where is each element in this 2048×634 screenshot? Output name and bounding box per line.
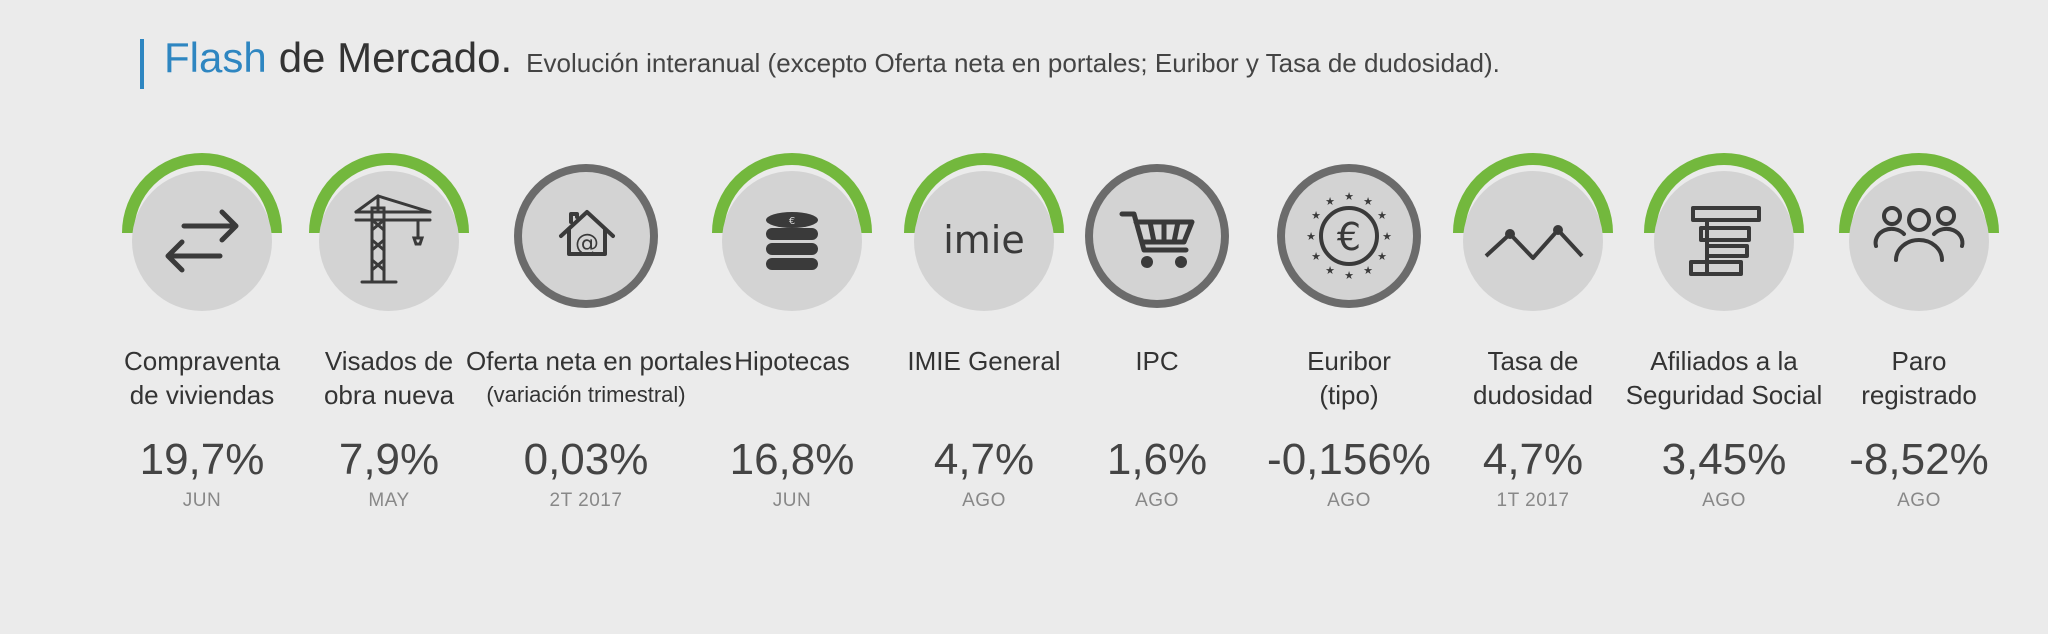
indicator-value: 7,9% <box>338 435 440 484</box>
indicator-label: Euribor <box>1307 346 1391 376</box>
indicator-value: 1,6% <box>1106 435 1208 484</box>
indicator-value: -8,52% <box>1849 435 1989 484</box>
indicator-label: Paro <box>1891 346 1947 376</box>
page-title: de Mercado. <box>278 34 513 81</box>
svg-text:★: ★ <box>1382 230 1392 243</box>
indicator-label: Visados de <box>324 346 454 376</box>
svg-text:€: € <box>789 216 795 227</box>
svg-text:€: € <box>1337 215 1361 259</box>
page-header: Flash de Mercado. Evolución interanual (… <box>140 34 1500 94</box>
indicator-value: 4,7% <box>1482 435 1584 484</box>
svg-text:★: ★ <box>1344 269 1354 282</box>
indicator-label-2: Seguridad Social <box>1625 380 1823 410</box>
indicator-label-2: dudosidad <box>1473 380 1593 410</box>
indicator-period: AGO <box>1327 490 1371 511</box>
svg-text:★: ★ <box>1344 190 1354 203</box>
indicator-visados: Visados de obra nueva 7,9% MAY <box>269 150 509 512</box>
indicator-period: 1T 2017 <box>1496 490 1570 511</box>
indicator-label: Tasa de <box>1487 346 1579 376</box>
indicator-oferta-neta: @ Oferta neta en portales (variación tri… <box>466 150 732 512</box>
indicator-period: AGO <box>962 490 1006 511</box>
indicator-label: Oferta neta en portales <box>466 346 732 376</box>
svg-text:★: ★ <box>1311 250 1321 263</box>
indicator-label: Compraventa <box>123 346 281 376</box>
indicator-value: 19,7% <box>139 435 265 484</box>
indicator-period: MAY <box>368 490 410 511</box>
euro-stars-icon: € ★ ★ ★ ★ ★ ★ ★ ★ ★ ★ ★ ★ <box>1266 150 1432 316</box>
indicator-afiliados: Afiliados a la Seguridad Social 3,45% AG… <box>1604 150 1844 512</box>
trend-line-icon <box>1450 150 1616 316</box>
imie-logo: imie <box>901 150 1067 316</box>
svg-text:★: ★ <box>1306 230 1316 243</box>
shopping-cart-icon <box>1074 150 1240 316</box>
indicator-period: 2T 2017 <box>549 490 623 511</box>
svg-text:★: ★ <box>1363 195 1373 208</box>
indicator-period: AGO <box>1897 490 1941 511</box>
indicator-label: IPC <box>1135 346 1179 376</box>
people-group-icon <box>1836 150 2002 316</box>
social-security-logo-icon <box>1641 150 1807 316</box>
indicator-imie: imie IMIE General 4,7% AGO <box>864 150 1104 512</box>
exchange-arrows-icon <box>119 150 285 316</box>
indicator-period: JUN <box>182 490 222 511</box>
indicator-label: IMIE General <box>907 346 1061 376</box>
indicator-value: 0,03% <box>523 435 649 484</box>
svg-text:★: ★ <box>1311 209 1321 222</box>
svg-text:★: ★ <box>1325 264 1335 277</box>
indicator-paro: Paro registrado -8,52% AGO <box>1799 150 2039 512</box>
indicator-label-2: (variación trimestral) <box>486 382 686 407</box>
header-accent-bar <box>140 39 144 89</box>
svg-text:★: ★ <box>1363 264 1373 277</box>
indicator-label-2: de viviendas <box>129 380 275 410</box>
title-accent: Flash <box>164 34 267 81</box>
indicator-period: AGO <box>1135 490 1179 511</box>
svg-text:imie: imie <box>943 218 1025 262</box>
svg-text:★: ★ <box>1377 209 1387 222</box>
indicators-row: Compraventa de viviendas 19,7% JUN <box>0 150 2048 570</box>
svg-text:★: ★ <box>1325 195 1335 208</box>
svg-text:@: @ <box>575 229 599 257</box>
indicator-compraventa: Compraventa de viviendas 19,7% JUN <box>82 150 322 512</box>
indicator-hipotecas: € Hipotecas 16,8% JUN <box>672 150 912 512</box>
house-at-icon: @ <box>503 150 669 316</box>
indicator-value: -0,156% <box>1267 435 1431 484</box>
page-subtitle: Evolución interanual (excepto Oferta net… <box>526 48 1500 78</box>
indicator-period: AGO <box>1702 490 1746 511</box>
indicator-ipc: IPC 1,6% AGO <box>1037 150 1277 512</box>
indicator-tasa-dudosidad: Tasa de dudosidad 4,7% 1T 2017 <box>1413 150 1653 512</box>
crane-icon <box>306 150 472 316</box>
coins-stack-icon: € <box>709 150 875 316</box>
indicator-value: 4,7% <box>933 435 1035 484</box>
indicator-period: JUN <box>772 490 812 511</box>
indicator-label: Afiliados a la <box>1650 346 1798 376</box>
indicator-value: 3,45% <box>1661 435 1787 484</box>
indicator-label-2: obra nueva <box>323 380 455 410</box>
indicator-label-2: registrado <box>1861 380 1977 410</box>
svg-text:★: ★ <box>1377 250 1387 263</box>
indicator-euribor: € ★ ★ ★ ★ ★ ★ ★ ★ ★ ★ ★ ★ Euribor (tipo) -0,156%… <box>1229 150 1469 512</box>
indicator-label-2: (tipo) <box>1319 380 1379 410</box>
indicator-label: Hipotecas <box>734 346 850 376</box>
indicator-value: 16,8% <box>729 435 855 484</box>
